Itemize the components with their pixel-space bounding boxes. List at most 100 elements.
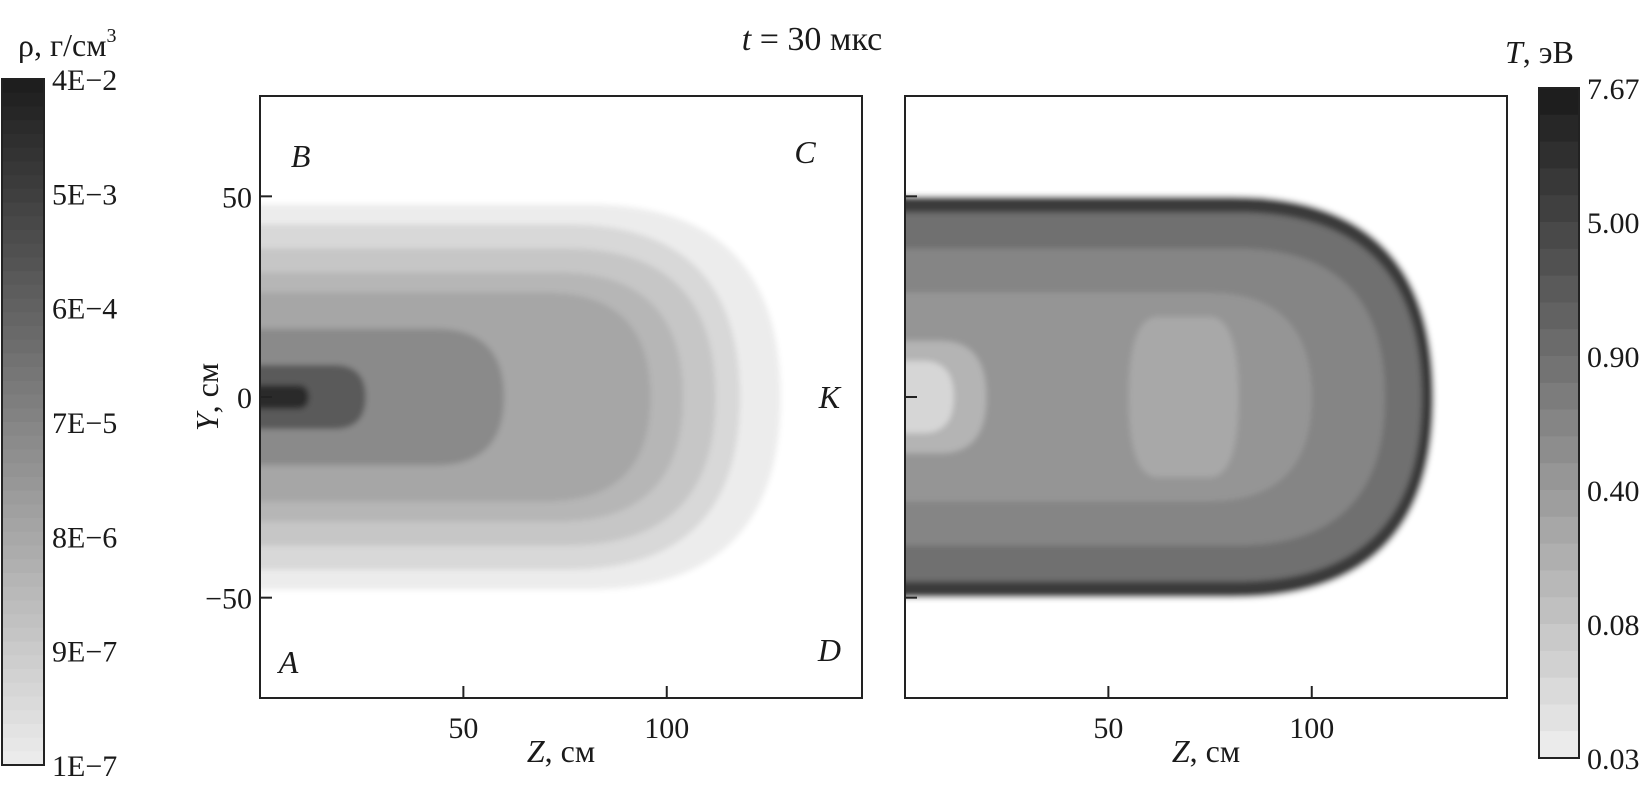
colorbar-band: [2, 120, 44, 135]
colorbar-band: [2, 518, 44, 533]
colorbar-band: [1539, 704, 1579, 732]
colorbar-label: 9E−7: [52, 636, 117, 669]
chart-title-italic: t: [742, 21, 753, 58]
colorbar-band: [1539, 382, 1579, 411]
temperature-colorbar: T, эВ 7.67 5.00 0.90 0.40 0.08 0.03: [1505, 34, 1640, 776]
colorbar-band: [1539, 275, 1579, 303]
colorbar-band: [2, 133, 44, 149]
colorbar-band: [2, 696, 44, 711]
colorbar-band: [2, 572, 44, 588]
colorbar-band: [2, 161, 44, 176]
colorbar-band: [2, 627, 44, 643]
contour-level-4: [1128, 316, 1239, 478]
colorbar-band: [2, 243, 44, 258]
density-plot: 50 100 50 0 −50 B C K A D Z, см Y, см: [189, 95, 863, 769]
colorbar-label: 0.08: [1587, 609, 1640, 642]
colorbar-band: [1539, 597, 1579, 625]
temperature-xlabel: Z, см: [1172, 733, 1240, 769]
colorbar-band: [1539, 624, 1579, 652]
colorbar-band: [2, 449, 44, 464]
colorbar-band: [2, 682, 44, 697]
colorbar-band: [2, 600, 44, 615]
colorbar-band: [1539, 543, 1579, 571]
colorbar-band: [2, 298, 44, 313]
temperature-axis-ticks: 50 100: [905, 195, 1334, 745]
colorbar-label: 4E−2: [52, 64, 117, 97]
colorbar-label: 5.00: [1587, 207, 1640, 240]
colorbar-label: 0.90: [1587, 341, 1640, 374]
colorbar-band: [1539, 222, 1579, 250]
contour-level-6: [905, 360, 954, 434]
y-tick-label: −50: [205, 583, 252, 616]
colorbar-label: 7.67: [1587, 73, 1640, 106]
density-colorbar: ρ, г/см3 4E−2 5E−3 6E−4 7E−5 8E−6 9E−7 1E−7: [1, 25, 117, 783]
colorbar-band: [2, 312, 44, 327]
density-point-labels: B C K A D: [277, 134, 842, 680]
colorbar-band: [2, 490, 44, 505]
colorbar-band: [2, 216, 44, 231]
density-field: [260, 96, 862, 698]
colorbar-band: [1539, 409, 1579, 437]
colorbar-band: [2, 641, 44, 656]
colorbar-label: 0.40: [1587, 475, 1640, 508]
colorbar-label: 7E−5: [52, 407, 117, 440]
colorbar-band: [2, 408, 44, 423]
temperature-plot: 50 100 Z, см: [904, 95, 1508, 769]
colorbar-band: [1539, 570, 1579, 598]
colorbar-band: [2, 257, 44, 272]
point-label-D: D: [817, 632, 841, 668]
colorbar-band: [2, 655, 44, 670]
colorbar-label: 5E−3: [52, 178, 117, 211]
density-colorbar-title: ρ, г/см3: [18, 25, 116, 63]
y-tick-label: 0: [237, 382, 252, 415]
point-label-C: C: [794, 134, 816, 170]
colorbar-band: [2, 92, 44, 108]
colorbar-band: [2, 668, 44, 684]
colorbar-band: [2, 188, 44, 204]
chart-title: t = 30 мкс: [742, 21, 882, 58]
colorbar-band: [1539, 677, 1579, 705]
colorbar-band: [2, 422, 44, 437]
colorbar-band: [1539, 329, 1579, 357]
point-label-K: K: [818, 379, 842, 415]
temperature-field: [905, 96, 1507, 698]
colorbar-band: [1539, 463, 1579, 491]
contour-level-6: [260, 364, 366, 430]
colorbar-band: [2, 710, 44, 725]
colorbar-band: [2, 339, 44, 354]
colorbar-band: [2, 284, 44, 300]
contour-level-5: [260, 328, 505, 466]
colorbar-band: [1539, 436, 1579, 464]
colorbar-band: [1539, 490, 1579, 518]
colorbar-band: [2, 394, 44, 409]
colorbar-band: [1539, 302, 1579, 330]
colorbar-band: [2, 175, 44, 190]
colorbar-band: [2, 476, 44, 492]
colorbar-band: [2, 380, 44, 396]
temperature-colorbar-title: T, эВ: [1505, 34, 1574, 70]
x-tick-label: 50: [1093, 712, 1123, 745]
y-tick-label: 50: [222, 181, 252, 214]
temperature-colorbar-labels: 7.67 5.00 0.90 0.40 0.08 0.03: [1587, 73, 1640, 776]
colorbar-band: [2, 367, 44, 382]
colorbar-band: [2, 545, 44, 560]
colorbar-band: [1539, 356, 1579, 384]
colorbar-band: [1539, 114, 1579, 143]
density-ylabel: Y, см: [189, 363, 225, 431]
colorbar-band: [2, 325, 44, 341]
colorbar-band: [2, 106, 44, 121]
colorbar-band: [2, 723, 44, 739]
colorbar-band: [1539, 516, 1579, 545]
colorbar-band: [2, 229, 44, 245]
colorbar-band: [1539, 650, 1579, 679]
colorbar-label: 8E−6: [52, 521, 117, 554]
contour-level-7: [260, 384, 309, 410]
colorbar-band: [1539, 248, 1579, 277]
density-colorbar-gradient: [2, 79, 44, 766]
colorbar-band: [2, 751, 44, 766]
x-tick-label: 100: [644, 712, 689, 745]
colorbar-band: [2, 147, 44, 162]
colorbar-band: [2, 614, 44, 629]
colorbar-band: [2, 271, 44, 286]
point-label-A: A: [277, 644, 299, 680]
